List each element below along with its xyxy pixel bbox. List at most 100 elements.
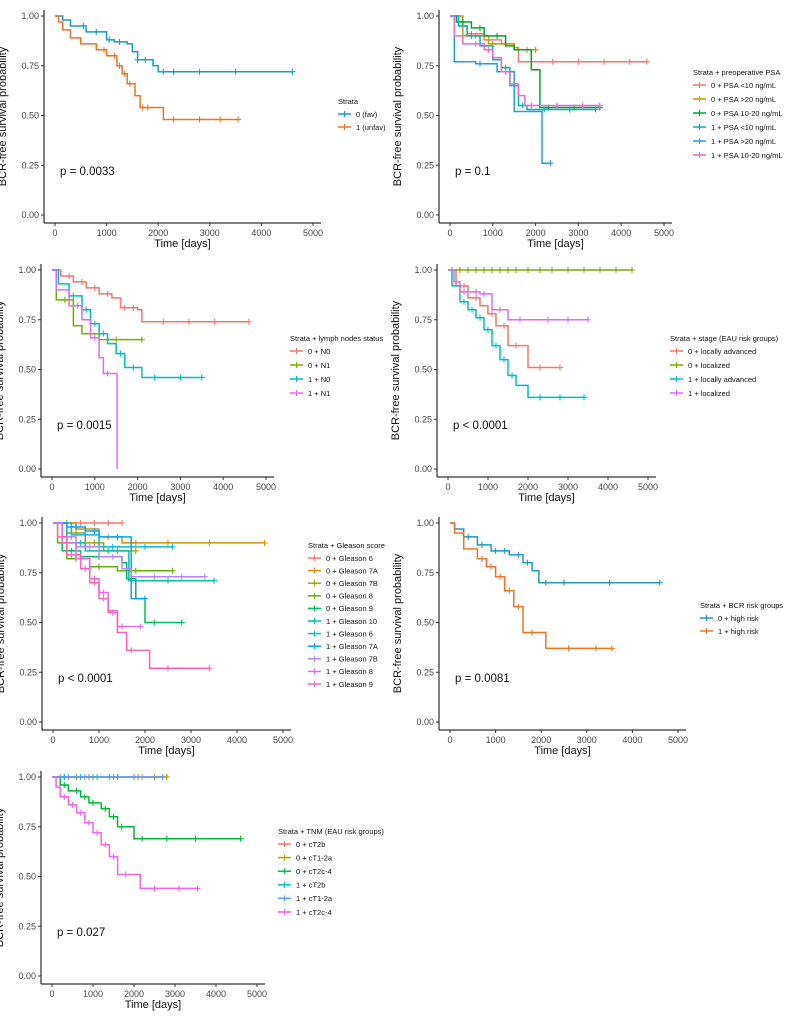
censor-mark <box>192 835 199 842</box>
censor-mark <box>501 547 508 554</box>
x-tick-label: 5000 <box>668 735 688 745</box>
p-value-label: p = 0.1 <box>455 166 491 178</box>
censor-mark <box>116 62 123 69</box>
y-axis-title: BCR-free survival probability <box>0 46 9 186</box>
censor-mark <box>85 774 92 780</box>
x-tick-label: 4000 <box>213 482 233 492</box>
legend-swatch <box>670 348 683 354</box>
x-tick-label: 5000 <box>638 482 658 492</box>
censor-mark <box>165 577 171 584</box>
censor-mark <box>91 579 98 586</box>
legend-swatch <box>700 628 713 634</box>
censor-mark <box>66 272 73 279</box>
censor-mark <box>109 609 116 616</box>
legend-swatch <box>670 362 683 368</box>
survival-curve <box>53 522 210 670</box>
chart-panel-5: 0.00 0.25 0.50 0.75 1.00 0 1000 2000 3000 4000 500… <box>0 517 385 757</box>
x-tick-label: 1000 <box>83 989 103 999</box>
censor-mark <box>537 364 543 371</box>
censor-mark <box>122 871 129 878</box>
censor-mark <box>110 853 117 860</box>
censor-mark <box>96 563 102 570</box>
y-tick-label: 0.75 <box>414 315 432 325</box>
censor-mark <box>194 885 201 892</box>
legend-swatch <box>308 668 321 675</box>
legend: Strata + BCR risk groups 0 + high risk 1 +… <box>700 601 783 636</box>
y-tick-label: 0.00 <box>19 717 37 727</box>
p-value-label: p = 0.0033 <box>60 166 115 178</box>
censor-mark <box>542 579 549 586</box>
legend-title: Strata + BCR risk groups <box>700 601 783 610</box>
x-tick-label: 3000 <box>577 735 597 745</box>
censor-mark <box>201 573 208 580</box>
censor-mark <box>100 595 107 602</box>
legend: Strata + TNM (EAU risk groups) 0 + cT2b 0 … <box>278 827 384 917</box>
censor-mark <box>73 523 79 530</box>
y-tick-label: 0.00 <box>414 464 432 474</box>
chart-panel-6: 0.00 0.25 0.50 0.75 1.00 0 1000 2000 3000 4000 500… <box>392 517 783 757</box>
series-3 <box>52 776 244 842</box>
survival-curve <box>448 269 588 321</box>
survival-curve <box>450 522 660 584</box>
censor-mark <box>501 356 507 363</box>
series-8 <box>53 522 148 602</box>
censor-mark <box>528 102 535 109</box>
censor-mark <box>497 573 504 580</box>
legend-title: Strata <box>338 97 359 106</box>
y-tick-label: 0.75 <box>19 568 37 578</box>
censor-mark <box>69 801 76 808</box>
censor-mark <box>492 547 499 554</box>
legend-title: Strata + lymph nodes status <box>290 334 383 343</box>
censor-mark <box>90 799 96 806</box>
series-3 <box>450 15 603 111</box>
censor-mark <box>457 267 463 273</box>
censor-mark <box>478 555 485 562</box>
legend-label: 1 + N1 <box>308 389 330 398</box>
censor-mark <box>476 24 483 31</box>
legend-label: 1 (unfav) <box>356 123 386 132</box>
censor-mark <box>545 316 551 323</box>
censor-mark <box>232 68 239 75</box>
legend-swatch <box>308 567 321 574</box>
legend-swatch <box>693 82 706 88</box>
x-tick-label: 2000 <box>526 228 546 238</box>
censor-mark <box>178 573 185 580</box>
censor-mark <box>151 885 158 892</box>
censor-mark <box>109 553 116 560</box>
legend-swatch <box>290 362 303 368</box>
y-tick-label: 1.00 <box>21 11 39 21</box>
legend-label: 1 + locally advanced <box>688 375 756 384</box>
censor-mark <box>86 543 93 550</box>
y-tick-label: 0.25 <box>19 667 37 677</box>
legend-swatch <box>308 618 321 624</box>
legend-label: 0 (fav) <box>356 110 378 119</box>
censor-mark <box>139 835 146 842</box>
x-tick-label: 5000 <box>654 228 674 238</box>
censor-mark <box>151 619 158 626</box>
legend-label: 1 + cT2c-4 <box>296 908 332 917</box>
censor-mark <box>121 70 128 77</box>
censor-mark <box>109 543 116 550</box>
y-tick-label: 1.00 <box>416 518 434 528</box>
x-tick-label: 2000 <box>135 735 155 745</box>
censor-mark <box>82 531 89 538</box>
x-tick-label: 1000 <box>97 228 117 238</box>
y-tick-label: 0.00 <box>18 464 36 474</box>
censor-mark <box>132 547 139 554</box>
censor-mark <box>177 374 184 381</box>
survival-curve <box>450 15 600 107</box>
x-tick-label: 3000 <box>165 989 185 999</box>
censor-mark <box>196 68 203 75</box>
censor-mark <box>105 547 112 554</box>
p-value-label: p < 0.0001 <box>453 420 508 432</box>
legend-swatch <box>693 124 706 130</box>
x-tick-label: 3000 <box>558 482 578 492</box>
censor-mark <box>643 58 650 65</box>
censor-mark <box>626 58 633 65</box>
p-value-label: p = 0.027 <box>57 927 105 939</box>
x-tick-label: 2000 <box>531 735 551 745</box>
censor-mark <box>91 527 98 534</box>
legend-label: 0 + PSA >20 ng/mL <box>711 95 776 104</box>
censor-mark <box>489 310 495 317</box>
censor-mark <box>165 539 171 546</box>
